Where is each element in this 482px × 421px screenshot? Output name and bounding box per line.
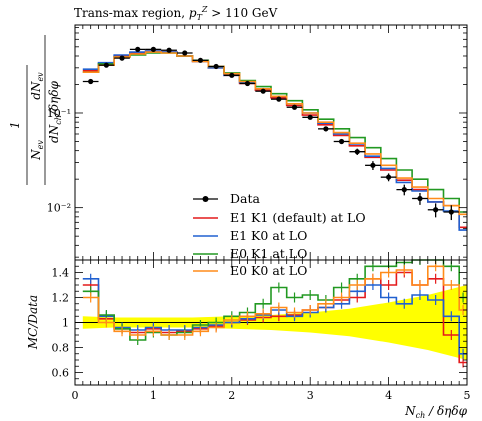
main-series-line-3 <box>82 51 467 216</box>
data-point <box>223 72 240 78</box>
ratio-y-tick-label: 0.8 <box>52 342 70 355</box>
chart-title: Trans-max region, pTZ > 110 GeV <box>74 5 278 22</box>
legend-entry-e1k0: E1 K0 at LO <box>193 228 307 243</box>
data-point <box>82 78 99 85</box>
data-point <box>349 148 366 155</box>
x-axis-label: Nch / δηδφ <box>404 404 467 420</box>
x-tick-label: 4 <box>385 389 392 402</box>
svg-text:dNev: dNev <box>29 72 45 100</box>
legend-label-e1k0: E1 K0 at LO <box>230 228 307 243</box>
data-point <box>271 96 287 102</box>
data-point <box>365 161 381 170</box>
data-point <box>255 88 271 94</box>
x-tick-label: 1 <box>150 389 157 402</box>
data-point <box>114 55 130 61</box>
data-point <box>98 62 115 68</box>
legend: Data E1 K1 (default) at LO E1 K0 at LO E… <box>193 191 366 278</box>
data-point <box>412 192 428 205</box>
ratio-y-tick-label: 1.2 <box>52 292 70 305</box>
main-series-line-0 <box>82 50 467 229</box>
svg-text:Nev: Nev <box>29 140 45 161</box>
data-point <box>192 57 209 63</box>
svg-text:1: 1 <box>8 121 22 129</box>
data-point <box>286 104 303 110</box>
data-point <box>176 50 193 56</box>
data-point <box>380 173 397 182</box>
svg-text:dNch/δηδφ: dNch/δηδφ <box>47 80 63 143</box>
legend-entry-e1k1: E1 K1 (default) at LO <box>193 210 366 225</box>
legend-entry-e0k0: E0 K0 at LO <box>193 263 307 278</box>
x-tick-label: 0 <box>72 389 79 402</box>
legend-entry-e0k1: E0 K1 at LO <box>193 246 307 261</box>
data-point <box>427 203 444 218</box>
ratio-series-line-3 <box>82 265 467 336</box>
data-point <box>443 205 460 221</box>
data-point <box>318 126 334 132</box>
x-tick-label: 2 <box>228 389 235 402</box>
legend-label-e0k1: E0 K1 at LO <box>230 246 307 261</box>
data-point <box>145 46 162 52</box>
main-y-axis-label: 1 Nev dNev dNch/δηδφ <box>8 35 63 185</box>
main-series-line-1 <box>82 50 467 231</box>
legend-label-e0k0: E0 K0 at LO <box>230 263 307 278</box>
ratio-y-axis-label: MC/Data <box>26 295 40 350</box>
main-y-tick-label: 10⁻¹ <box>47 107 71 120</box>
ratio-y-tick-label: 0.6 <box>52 367 70 380</box>
data-point <box>208 63 224 70</box>
data-point <box>239 80 256 87</box>
legend-label-data: Data <box>230 191 260 206</box>
data-point <box>302 114 319 120</box>
data-point <box>161 47 177 53</box>
legend-entry-data: Data <box>193 191 260 206</box>
ratio-y-tick-label: 1.4 <box>52 267 70 280</box>
main-series-line-2 <box>82 52 467 213</box>
data-point <box>129 46 146 52</box>
ratio-y-tick-label: 1 <box>62 317 69 330</box>
x-tick-label: 3 <box>307 389 314 402</box>
x-tick-label: 5 <box>464 389 471 402</box>
main-y-tick-label: 10⁻² <box>47 202 71 215</box>
legend-label-e1k1: E1 K1 (default) at LO <box>230 210 366 225</box>
data-point <box>333 138 350 145</box>
data-point <box>396 184 413 196</box>
